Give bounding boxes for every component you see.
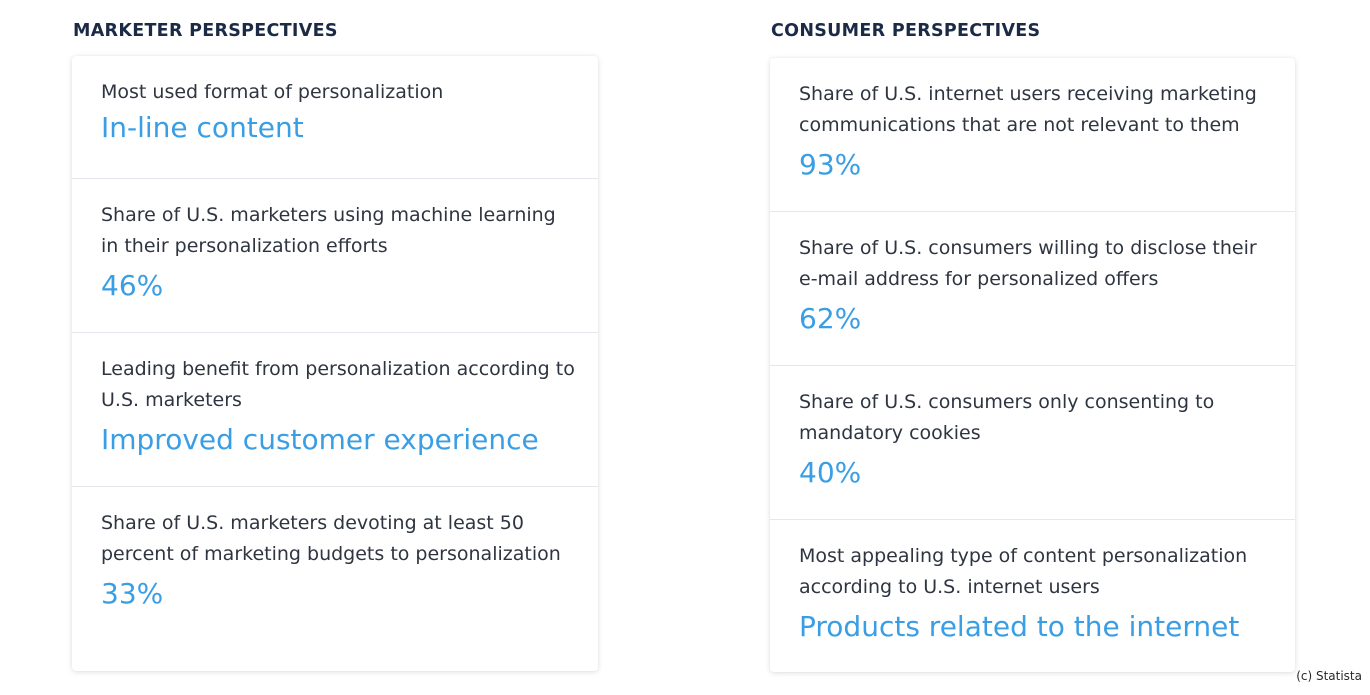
marketer-section-title: MARKETER PERSPECTIVES bbox=[73, 21, 338, 41]
copyright-notice: (c) Statista bbox=[1296, 669, 1362, 683]
consumer-section-title: CONSUMER PERSPECTIVES bbox=[771, 21, 1041, 41]
consumer-stat-item: Most appealing type of content personali… bbox=[770, 519, 1295, 672]
consumer-stat-item: Share of U.S. consumers willing to discl… bbox=[770, 211, 1295, 365]
stat-label: Share of U.S. marketers devoting at leas… bbox=[101, 512, 561, 565]
marketer-stat-item: Leading benefit from personalization acc… bbox=[72, 332, 598, 486]
stat-label: Most appealing type of content personali… bbox=[799, 545, 1248, 598]
stat-label: Share of U.S. consumers willing to discl… bbox=[799, 237, 1257, 290]
stat-label: Leading benefit from personalization acc… bbox=[101, 358, 575, 411]
marketer-stat-item: Share of U.S. marketers using machine le… bbox=[72, 178, 598, 332]
stat-value: 93% bbox=[799, 148, 862, 181]
stat-value: 40% bbox=[799, 456, 862, 489]
stat-value: 46% bbox=[101, 269, 164, 302]
stat-value: 33% bbox=[101, 577, 164, 610]
stat-value: In-line content bbox=[101, 111, 304, 144]
consumer-stat-item: Share of U.S. internet users receiving m… bbox=[770, 58, 1295, 211]
marketer-stat-item: Most used format of personalization In-l… bbox=[72, 56, 598, 178]
stat-label: Share of U.S. marketers using machine le… bbox=[101, 204, 556, 257]
marketer-stat-item: Share of U.S. marketers devoting at leas… bbox=[72, 486, 598, 671]
stat-value: Improved customer experience bbox=[101, 423, 539, 456]
stat-label: Share of U.S. internet users receiving m… bbox=[799, 83, 1257, 136]
consumer-stat-item: Share of U.S. consumers only consenting … bbox=[770, 365, 1295, 519]
stat-label: Share of U.S. consumers only consenting … bbox=[799, 391, 1215, 444]
stat-label: Most used format of personalization bbox=[101, 81, 444, 103]
stat-value: 62% bbox=[799, 302, 862, 335]
marketer-card: Most used format of personalization In-l… bbox=[72, 56, 598, 671]
stat-value: Products related to the internet bbox=[799, 610, 1240, 643]
consumer-card: Share of U.S. internet users receiving m… bbox=[770, 58, 1295, 672]
